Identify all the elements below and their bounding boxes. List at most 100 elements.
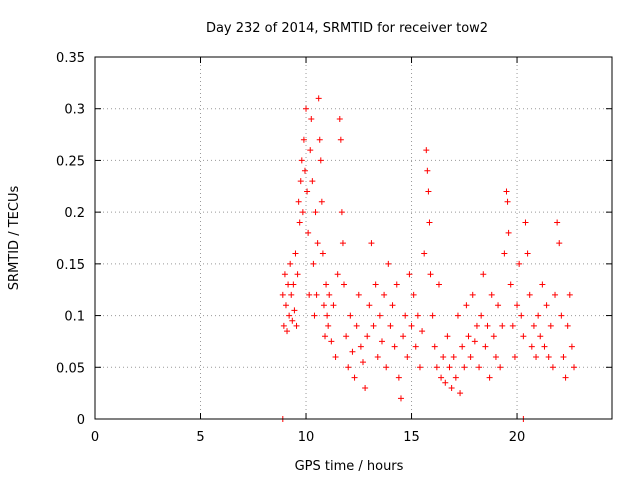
data-point [416, 364, 423, 371]
data-point [368, 240, 375, 247]
data-point [395, 374, 402, 381]
data-point [338, 209, 345, 216]
plot-frame [94, 56, 613, 420]
data-point [284, 328, 291, 335]
data-point [522, 219, 529, 226]
data-point [299, 209, 306, 216]
data-point [549, 364, 556, 371]
data-point [404, 353, 411, 360]
data-point [514, 302, 521, 309]
data-point [308, 116, 315, 123]
data-point [476, 364, 483, 371]
data-point [505, 229, 512, 236]
data-point [330, 302, 337, 309]
data-point [507, 281, 514, 288]
data-point [385, 260, 392, 267]
data-point [503, 188, 510, 195]
data-point [450, 353, 457, 360]
data-point [387, 322, 394, 329]
data-point [280, 322, 287, 329]
data-point [421, 250, 428, 257]
y-tick-label: 0 [77, 413, 85, 428]
data-point [316, 136, 323, 143]
data-point [297, 178, 304, 185]
data-point [442, 379, 449, 386]
data-point [383, 364, 390, 371]
y-tick-label: 0.35 [56, 51, 85, 66]
gridlines [95, 57, 612, 419]
data-point [353, 322, 360, 329]
data-point [282, 302, 289, 309]
data-point [311, 312, 318, 319]
data-point [315, 95, 322, 102]
data-point [309, 178, 316, 185]
data-point [292, 250, 299, 257]
chart-title: Day 232 of 2014, SRMTID for receiver tow… [206, 21, 488, 36]
data-point [376, 312, 383, 319]
data-point [323, 281, 330, 288]
data-point [345, 364, 352, 371]
data-point [473, 322, 480, 329]
data-point [554, 219, 561, 226]
data-point [425, 188, 432, 195]
data-point [366, 302, 373, 309]
data-point [478, 312, 485, 319]
data-point [558, 312, 565, 319]
data-point [355, 291, 362, 298]
data-point [312, 209, 319, 216]
data-point [317, 157, 324, 164]
data-point [495, 302, 502, 309]
data-point [341, 281, 348, 288]
data-point [454, 312, 461, 319]
data-point [518, 312, 525, 319]
data-point [463, 302, 470, 309]
data-point [467, 353, 474, 360]
data-point [533, 353, 540, 360]
data-point [310, 260, 317, 267]
data-point [332, 353, 339, 360]
data-point [318, 198, 325, 205]
data-point [545, 353, 552, 360]
data-point [435, 281, 442, 288]
y-tick-label: 0.3 [64, 103, 85, 118]
data-point [370, 322, 377, 329]
data-point [480, 271, 487, 278]
data-point [326, 291, 333, 298]
data-point [433, 364, 440, 371]
data-point [516, 260, 523, 267]
data-point [490, 333, 497, 340]
data-point [482, 343, 489, 350]
data-point [440, 353, 447, 360]
data-points [279, 95, 578, 422]
data-point [293, 322, 300, 329]
data-point [528, 343, 535, 350]
data-point [389, 302, 396, 309]
data-point [400, 333, 407, 340]
data-point [347, 312, 354, 319]
axis-ticks [94, 56, 612, 420]
data-point [419, 328, 426, 335]
data-point [349, 348, 356, 355]
data-point [486, 374, 493, 381]
data-point [499, 322, 506, 329]
data-point [564, 322, 571, 329]
x-tick-label: 0 [91, 430, 99, 445]
data-point [424, 167, 431, 174]
data-point [492, 353, 499, 360]
data-point [406, 271, 413, 278]
data-point [289, 317, 296, 324]
data-point [560, 353, 567, 360]
data-point [448, 384, 455, 391]
x-tick-label: 15 [403, 430, 420, 445]
x-tick-label: 10 [298, 430, 315, 445]
x-axis-title: GPS time / hours [295, 459, 404, 474]
data-point [287, 260, 294, 267]
data-point [301, 167, 308, 174]
data-point [319, 250, 326, 257]
data-point [520, 333, 527, 340]
x-tick-label: 20 [509, 430, 526, 445]
data-point [362, 384, 369, 391]
data-point [511, 353, 518, 360]
data-point [438, 374, 445, 381]
data-point [469, 291, 476, 298]
